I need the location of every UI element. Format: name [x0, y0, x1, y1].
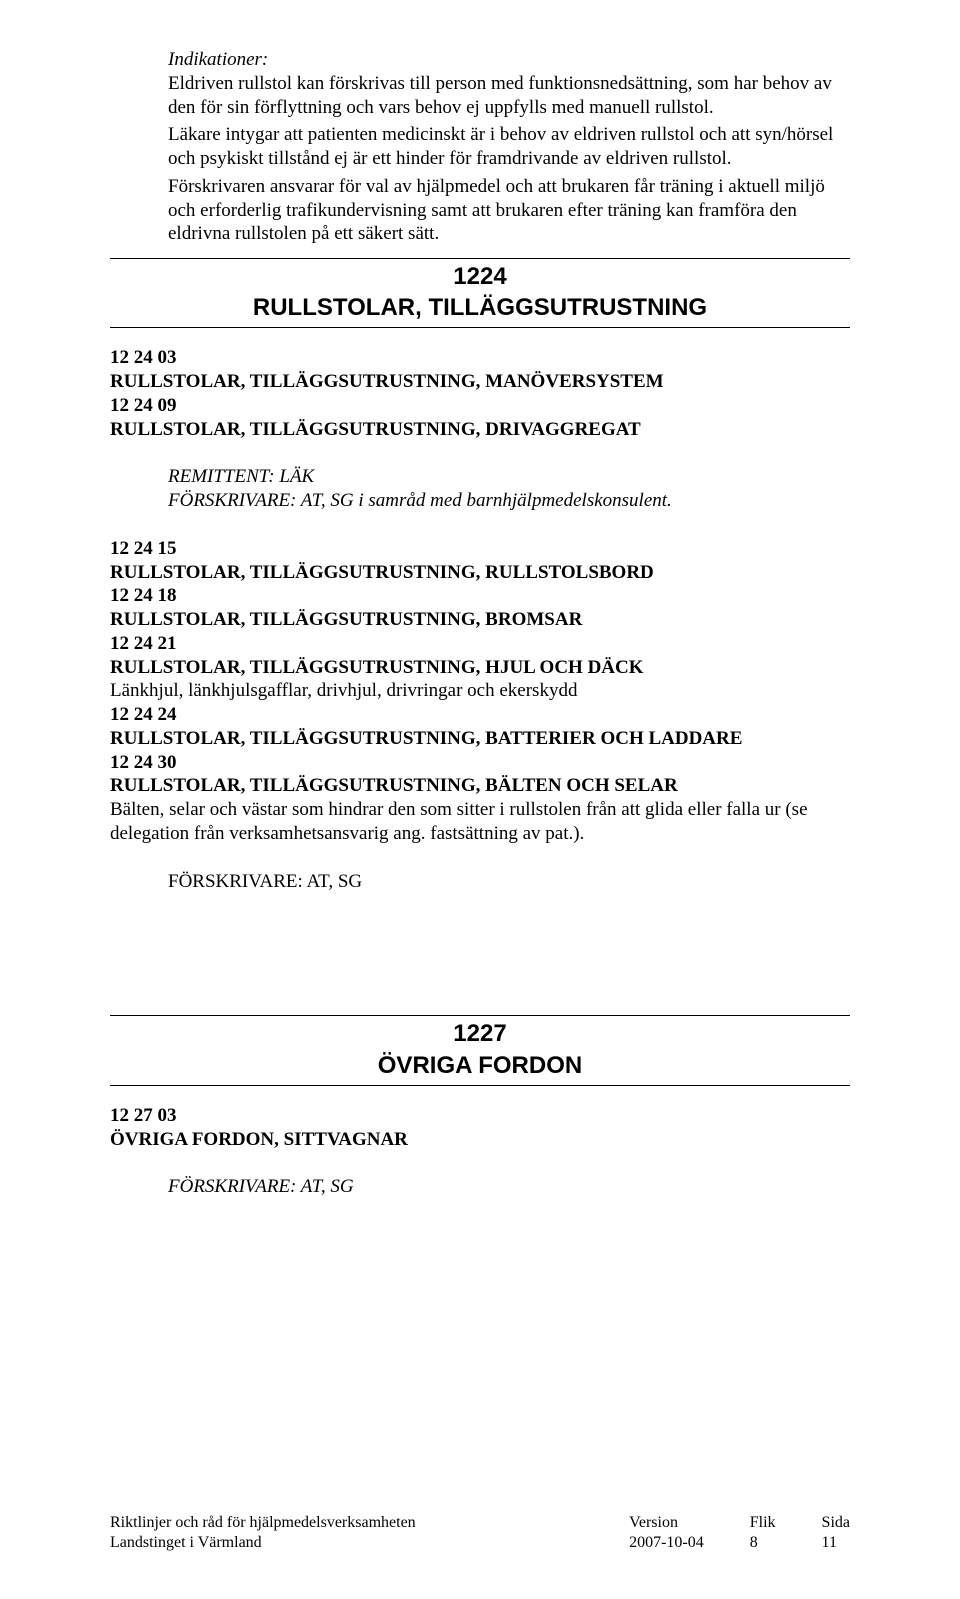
code-desc: Bälten, selar och västar som hindrar den… — [110, 798, 850, 846]
heading-label: RULLSTOLAR, TILLÄGGSUTRUSTNING — [110, 292, 850, 323]
code-title: RULLSTOLAR, TILLÄGGSUTRUSTNING, BATTERIE… — [110, 727, 850, 751]
group-1224a: 12 24 03 RULLSTOLAR, TILLÄGGSUTRUSTNING,… — [110, 346, 850, 513]
forskrivare-text: FÖRSKRIVARE: AT, SG — [168, 871, 362, 892]
code-title: RULLSTOLAR, TILLÄGGSUTRUSTNING, RULLSTOL… — [110, 561, 850, 585]
code-title: RULLSTOLAR, TILLÄGGSUTRUSTNING, BÄLTEN O… — [110, 774, 850, 798]
heading-number: 1227 — [110, 1018, 850, 1049]
indikationer-label: Indikationer: — [168, 48, 850, 72]
footer-flik-col: Flik 8 — [750, 1513, 776, 1553]
footer-doc-title: Riktlinjer och råd för hjälpmedelsverksa… — [110, 1513, 416, 1533]
heading-label: ÖVRIGA FORDON — [110, 1050, 850, 1081]
code: 12 24 03 — [110, 346, 850, 370]
code-title: RULLSTOLAR, TILLÄGGSUTRUSTNING, BROMSAR — [110, 608, 850, 632]
code-title: RULLSTOLAR, TILLÄGGSUTRUSTNING, DRIVAGGR… — [110, 418, 850, 442]
code-desc: Länkhjul, länkhjulsgafflar, drivhjul, dr… — [110, 679, 850, 703]
code: 12 24 21 — [110, 632, 850, 656]
heading-number: 1224 — [110, 261, 850, 292]
code-title: ÖVRIGA FORDON, SITTVAGNAR — [110, 1128, 850, 1152]
group-1224b: 12 24 15 RULLSTOLAR, TILLÄGGSUTRUSTNING,… — [110, 537, 850, 894]
footer-left: Riktlinjer och råd för hjälpmedelsverksa… — [110, 1513, 416, 1553]
footer-version-col: Version 2007-10-04 — [629, 1513, 704, 1553]
page-footer: Riktlinjer och råd för hjälpmedelsverksa… — [110, 1513, 850, 1553]
intro-paragraph: Eldriven rullstol kan förskrivas till pe… — [168, 72, 850, 120]
forskrivare-line: FÖRSKRIVARE: AT, SG i samråd med barnhjä… — [110, 489, 850, 513]
forskrivare-text: FÖRSKRIVARE: AT, SG i samråd med barnhjä… — [168, 490, 672, 511]
code-title: RULLSTOLAR, TILLÄGGSUTRUSTNING, MANÖVERS… — [110, 370, 850, 394]
footer-sida-label: Sida — [822, 1513, 850, 1533]
footer-version-value: 2007-10-04 — [629, 1533, 704, 1553]
footer-flik-value: 8 — [750, 1533, 776, 1553]
intro-paragraph: Förskrivaren ansvarar för val av hjälpme… — [168, 175, 850, 246]
code: 12 24 24 — [110, 703, 850, 727]
code: 12 24 09 — [110, 394, 850, 418]
footer-right: Version 2007-10-04 Flik 8 Sida 11 — [629, 1513, 850, 1553]
code: 12 24 30 — [110, 751, 850, 775]
code: 12 24 15 — [110, 537, 850, 561]
intro-paragraph: Läkare intygar att patienten medicinskt … — [168, 123, 850, 171]
footer-sida-value: 11 — [822, 1533, 850, 1553]
remittent-text: REMITTENT: LÄK — [168, 466, 314, 487]
intro-section: Indikationer: Eldriven rullstol kan förs… — [110, 48, 850, 246]
forskrivare-line: FÖRSKRIVARE: AT, SG — [110, 1175, 850, 1199]
section-heading-1224: 1224 RULLSTOLAR, TILLÄGGSUTRUSTNING — [110, 258, 850, 328]
code-title: RULLSTOLAR, TILLÄGGSUTRUSTNING, HJUL OCH… — [110, 656, 850, 680]
section-heading-1227: 1227 ÖVRIGA FORDON — [110, 1015, 850, 1085]
remittent-line: REMITTENT: LÄK — [110, 465, 850, 489]
footer-org: Landstinget i Värmland — [110, 1533, 416, 1553]
code: 12 27 03 — [110, 1104, 850, 1128]
footer-flik-label: Flik — [750, 1513, 776, 1533]
forskrivare-text: FÖRSKRIVARE: AT, SG — [168, 1176, 354, 1197]
group-1227: 12 27 03 ÖVRIGA FORDON, SITTVAGNAR FÖRSK… — [110, 1104, 850, 1199]
footer-version-label: Version — [629, 1513, 704, 1533]
footer-sida-col: Sida 11 — [822, 1513, 850, 1553]
code: 12 24 18 — [110, 584, 850, 608]
forskrivare-line: FÖRSKRIVARE: AT, SG — [110, 870, 850, 894]
